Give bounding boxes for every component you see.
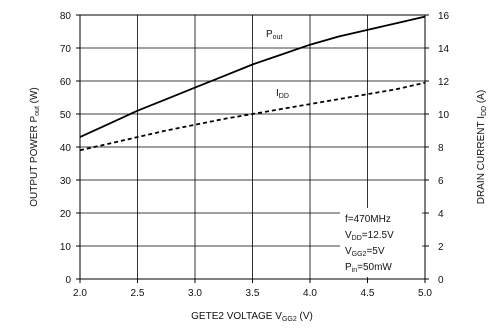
y-right-tick-label: 0 (438, 275, 444, 286)
y-right-tick-label: 14 (438, 44, 450, 55)
y-left-tick-label: 60 (60, 77, 72, 88)
conditions-box (340, 208, 422, 277)
condition-vdd: VDD=12.5V (345, 230, 394, 242)
plot-area (79, 14, 426, 280)
y-left-tick-label: 0 (65, 275, 71, 286)
pout-series-line (79, 15, 426, 138)
idd-series-label: IDD (276, 88, 289, 100)
y-left-tick-label: 40 (60, 143, 72, 154)
y-right-tick-label: 6 (438, 176, 444, 187)
condition-vgg2: VGG2=5V (345, 246, 385, 258)
x-tick-label: 4.5 (361, 288, 375, 299)
x-tick-label: 3.0 (188, 288, 202, 299)
x-axis-label: GETE2 VOLTAGE VGG2 (V) (191, 311, 313, 323)
y-left-axis-ticks: 0 10 20 30 40 50 60 70 80 (60, 11, 80, 286)
x-axis-ticks: 2.0 2.5 3.0 3.5 4.0 4.5 5.0 (73, 279, 432, 299)
y-left-tick-label: 20 (60, 209, 72, 220)
y-right-tick-label: 2 (438, 242, 444, 253)
y-left-tick-label: 50 (60, 110, 72, 121)
y-right-axis-label: DRAIN CURRENT IDD (A) (476, 90, 488, 204)
y-left-tick-label: 10 (60, 242, 72, 253)
conditions-annotation: f=470MHz VDD=12.5V VGG2=5V Pin=50mW (345, 214, 394, 274)
y-right-axis-ticks: 0 2 4 6 8 10 12 14 16 (425, 11, 450, 286)
y-left-axis-label: OUTPUT POWER Pout (W) (29, 87, 41, 207)
y-left-tick-label: 80 (60, 11, 72, 22)
condition-frequency: f=470MHz (345, 214, 391, 225)
y-right-tick-label: 10 (438, 110, 450, 121)
x-tick-label: 2.0 (73, 288, 87, 299)
y-left-tick-label: 30 (60, 176, 72, 187)
idd-series-line (79, 81, 426, 152)
x-tick-label: 2.5 (131, 288, 145, 299)
y-right-tick-label: 12 (438, 77, 450, 88)
series-layer (79, 15, 426, 152)
x-tick-label: 4.0 (303, 288, 317, 299)
pout-series-label: Pout (266, 29, 282, 41)
y-right-tick-label: 4 (438, 209, 444, 220)
y-right-tick-label: 8 (438, 143, 444, 154)
y-left-tick-label: 70 (60, 44, 72, 55)
y-right-tick-label: 16 (438, 11, 450, 22)
x-tick-label: 5.0 (418, 288, 432, 299)
condition-pin: Pin=50mW (345, 262, 392, 274)
x-tick-label: 3.5 (246, 288, 260, 299)
